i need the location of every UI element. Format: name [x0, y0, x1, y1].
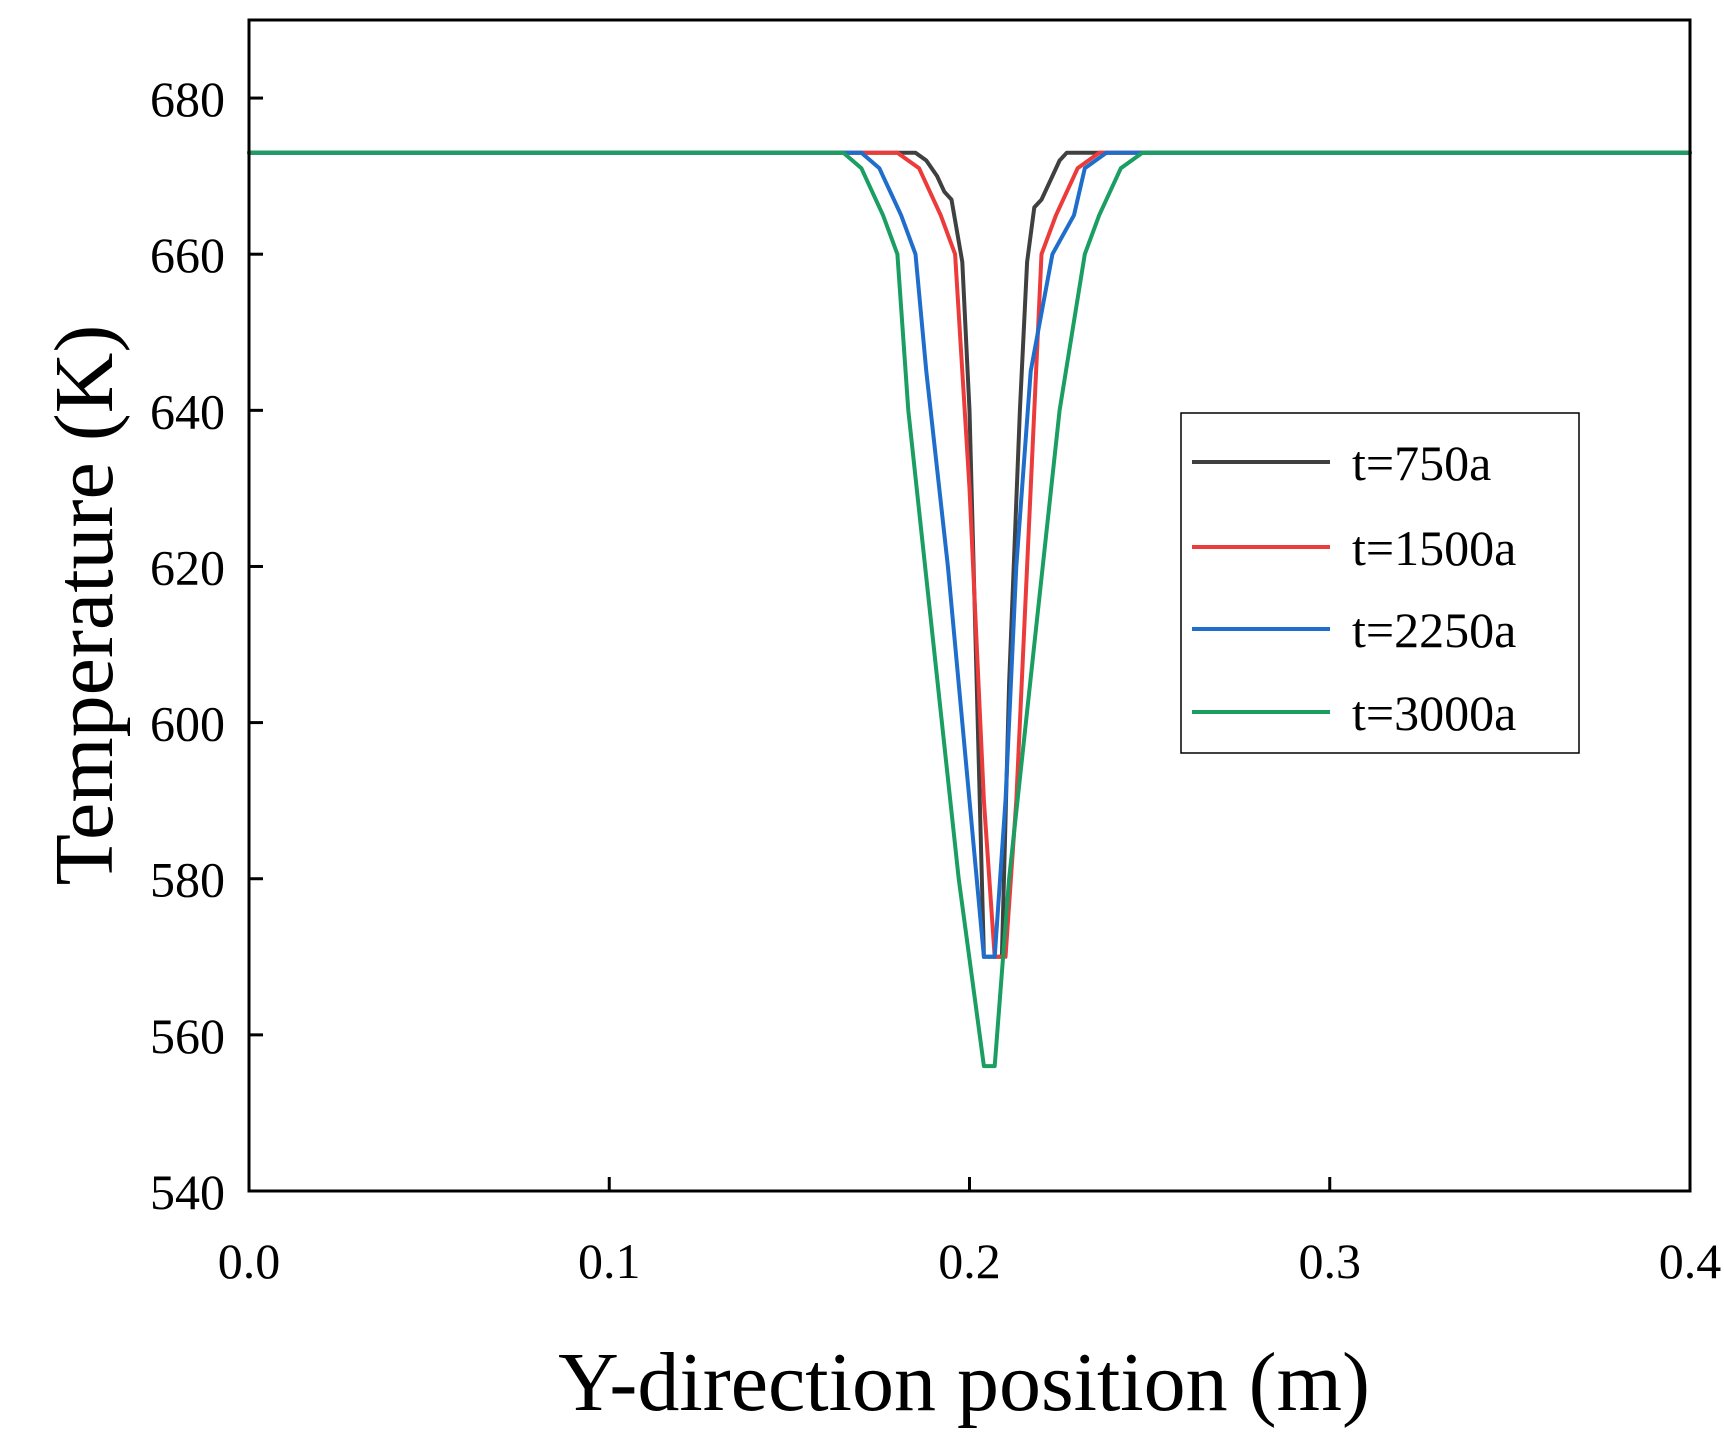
legend-label-3: t=3000a: [1352, 685, 1516, 741]
x-tick-label: 0.0: [218, 1233, 281, 1289]
y-tick-label: 640: [150, 383, 225, 439]
series-line-3: [247, 150, 1692, 1069]
y-tick-label: 620: [150, 539, 225, 595]
x-tick-label: 0.1: [578, 1233, 641, 1289]
series-lines: [247, 150, 1692, 1069]
y-tick-label: 600: [150, 696, 225, 752]
x-tick-label: 0.4: [1659, 1233, 1722, 1289]
legend-box: [1180, 412, 1580, 754]
x-axis-title: Y-direction position (m): [558, 1336, 1370, 1429]
y-tick-label: 660: [150, 227, 225, 283]
legend-label-2: t=2250a: [1352, 602, 1516, 658]
legend-items: t=750a t=1500a t=2250a t=3000a: [1192, 435, 1516, 741]
x-tick-label: 0.2: [938, 1233, 1001, 1289]
axis-ticks: 0.0 0.1 0.2 0.3 0.4 540 560 580 600 620 640 660 680: [150, 71, 1721, 1289]
series-line-1: [247, 150, 1692, 959]
y-tick-label: 540: [150, 1164, 225, 1220]
y-axis-title: Temperature (K): [38, 325, 131, 886]
legend-label-0: t=750a: [1352, 435, 1491, 491]
x-tick-label: 0.3: [1299, 1233, 1362, 1289]
series-line-2: [247, 150, 1692, 959]
y-tick-label: 560: [150, 1008, 225, 1064]
legend: t=750a t=1500a t=2250a t=3000a: [1180, 412, 1580, 754]
y-tick-label: 580: [150, 852, 225, 908]
legend-label-1: t=1500a: [1352, 520, 1516, 576]
y-tick-label: 680: [150, 71, 225, 127]
